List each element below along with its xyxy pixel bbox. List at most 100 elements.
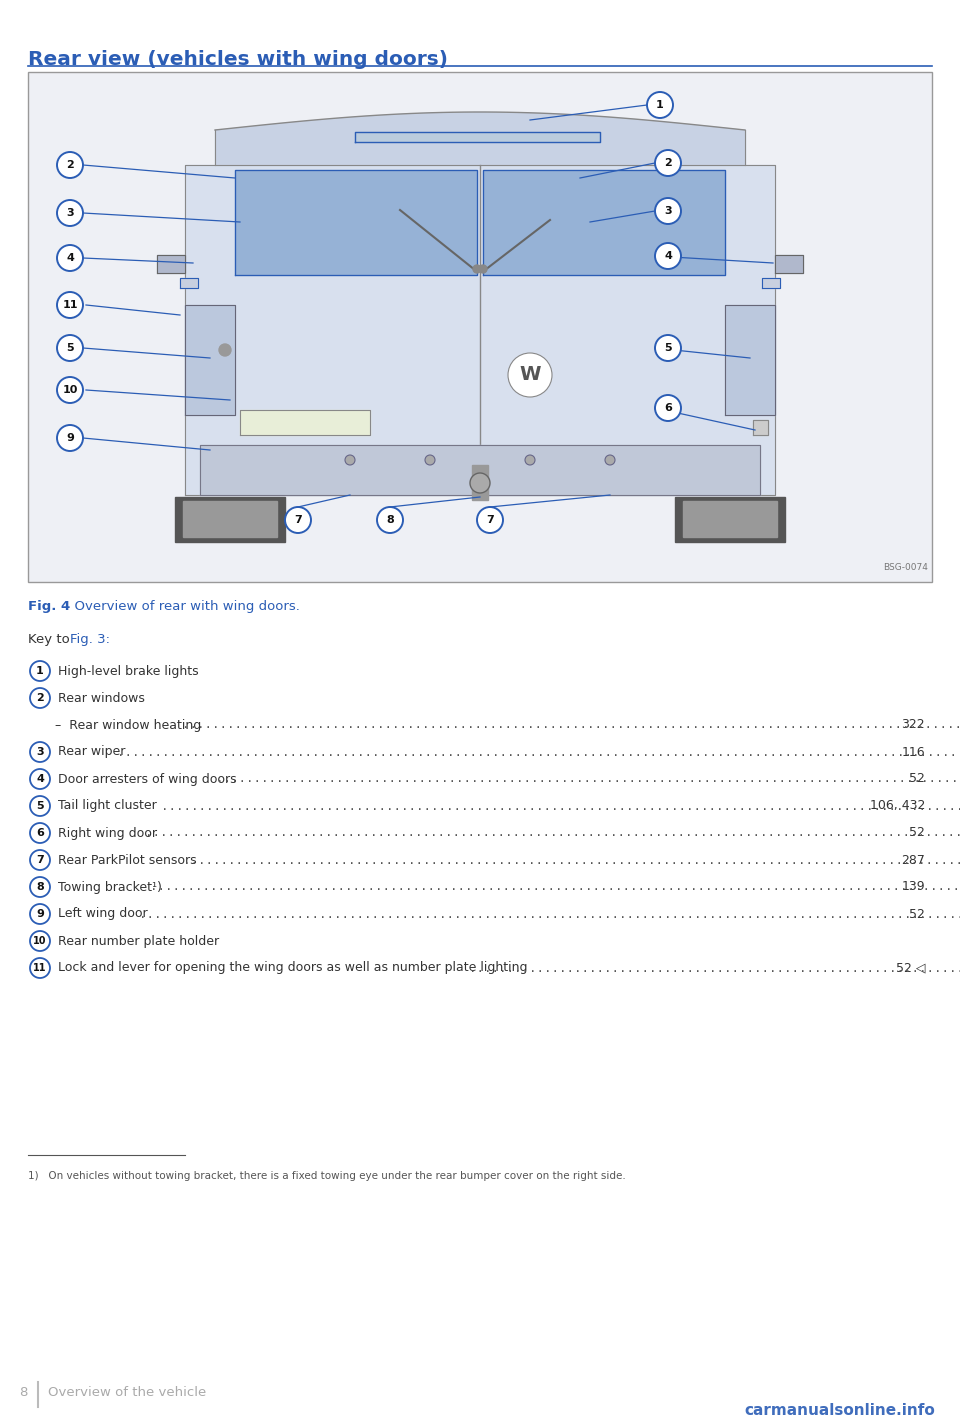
Text: Overview of rear with wing doors.: Overview of rear with wing doors. xyxy=(66,600,300,613)
Polygon shape xyxy=(215,130,745,166)
Text: Door arresters of wing doors: Door arresters of wing doors xyxy=(58,773,236,785)
Text: 116: 116 xyxy=(901,745,925,758)
Circle shape xyxy=(605,456,615,466)
Circle shape xyxy=(30,904,50,924)
Text: 6: 6 xyxy=(36,828,44,838)
Polygon shape xyxy=(775,256,803,273)
Circle shape xyxy=(30,850,50,870)
Text: 3: 3 xyxy=(36,747,44,757)
Text: ................................................................................: ........................................… xyxy=(139,908,960,921)
Text: 139: 139 xyxy=(901,881,925,894)
Text: 52: 52 xyxy=(909,827,925,840)
Text: Fig. 4: Fig. 4 xyxy=(28,600,70,613)
Polygon shape xyxy=(753,420,768,436)
Text: Key to: Key to xyxy=(28,633,74,645)
Text: 7: 7 xyxy=(486,516,493,526)
Text: 10: 10 xyxy=(62,386,78,396)
Polygon shape xyxy=(762,278,780,288)
Text: W: W xyxy=(519,366,540,384)
Text: 4: 4 xyxy=(66,253,74,263)
Text: 1: 1 xyxy=(656,100,664,110)
Polygon shape xyxy=(483,170,725,276)
Circle shape xyxy=(57,426,83,451)
Text: 6: 6 xyxy=(664,403,672,413)
Polygon shape xyxy=(683,501,777,537)
Text: ................................................................................: ........................................… xyxy=(145,827,960,840)
Text: 1)   On vehicles without towing bracket, there is a fixed towing eye under the r: 1) On vehicles without towing bracket, t… xyxy=(28,1171,626,1181)
Circle shape xyxy=(477,507,503,533)
Text: ................................................................................: ........................................… xyxy=(161,800,960,813)
Polygon shape xyxy=(185,166,775,496)
Text: 2: 2 xyxy=(36,693,44,703)
Text: 11: 11 xyxy=(62,300,78,310)
Polygon shape xyxy=(675,497,785,543)
Circle shape xyxy=(30,877,50,897)
Circle shape xyxy=(57,200,83,226)
Text: 287: 287 xyxy=(901,854,925,867)
Circle shape xyxy=(508,353,552,397)
Circle shape xyxy=(647,91,673,119)
Text: 106, 432: 106, 432 xyxy=(870,800,925,813)
Text: ................................................................................: ........................................… xyxy=(150,881,960,894)
Text: ................................................................................: ........................................… xyxy=(117,745,960,758)
Circle shape xyxy=(655,243,681,268)
Polygon shape xyxy=(235,170,477,276)
Circle shape xyxy=(219,344,231,356)
Text: 3: 3 xyxy=(664,206,672,216)
Circle shape xyxy=(655,336,681,361)
Polygon shape xyxy=(183,501,277,537)
Text: 322: 322 xyxy=(901,718,925,731)
Circle shape xyxy=(655,396,681,421)
Circle shape xyxy=(30,688,50,708)
Circle shape xyxy=(655,150,681,176)
Text: Rear windows: Rear windows xyxy=(58,691,145,704)
Circle shape xyxy=(57,151,83,178)
Text: 2: 2 xyxy=(664,159,672,169)
Text: 1: 1 xyxy=(36,665,44,675)
Circle shape xyxy=(30,931,50,951)
Circle shape xyxy=(377,507,403,533)
Text: 8: 8 xyxy=(19,1387,28,1399)
Text: 5: 5 xyxy=(36,801,44,811)
Text: 4: 4 xyxy=(664,251,672,261)
Text: 52 ◁: 52 ◁ xyxy=(896,961,925,974)
Text: 52: 52 xyxy=(909,908,925,921)
Text: 3: 3 xyxy=(66,208,74,218)
Circle shape xyxy=(345,456,355,466)
Text: 4: 4 xyxy=(36,774,44,784)
Text: Rear view (vehicles with wing doors): Rear view (vehicles with wing doors) xyxy=(28,50,448,69)
Text: ................................................................................: ........................................… xyxy=(182,718,960,731)
Text: BSG-0074: BSG-0074 xyxy=(883,563,928,573)
Circle shape xyxy=(30,795,50,815)
Text: 5: 5 xyxy=(664,343,672,353)
Circle shape xyxy=(285,507,311,533)
Text: Tail light cluster: Tail light cluster xyxy=(58,800,156,813)
Circle shape xyxy=(425,456,435,466)
Polygon shape xyxy=(180,278,198,288)
Circle shape xyxy=(30,743,50,763)
Polygon shape xyxy=(725,306,775,416)
Text: Left wing door: Left wing door xyxy=(58,908,148,921)
Text: 9: 9 xyxy=(36,910,44,920)
Text: carmanualsonline.info: carmanualsonline.info xyxy=(744,1402,935,1418)
Text: 52: 52 xyxy=(909,773,925,785)
Circle shape xyxy=(30,823,50,843)
Text: Lock and lever for opening the wing doors as well as number plate lighting: Lock and lever for opening the wing door… xyxy=(58,961,527,974)
Text: Overview of the vehicle: Overview of the vehicle xyxy=(48,1387,206,1399)
Text: ................................................................................: ........................................… xyxy=(216,773,960,785)
Text: 7: 7 xyxy=(36,855,44,865)
Circle shape xyxy=(57,246,83,271)
Circle shape xyxy=(525,456,535,466)
Circle shape xyxy=(57,291,83,318)
Text: 9: 9 xyxy=(66,433,74,443)
Text: ................................................................................: ........................................… xyxy=(469,961,960,974)
Polygon shape xyxy=(355,131,600,141)
Text: 5: 5 xyxy=(66,343,74,353)
Text: Fig. 3:: Fig. 3: xyxy=(70,633,110,645)
Text: ................................................................................: ........................................… xyxy=(183,854,960,867)
Circle shape xyxy=(655,198,681,224)
Polygon shape xyxy=(240,410,370,436)
Text: 8: 8 xyxy=(36,883,44,892)
Text: Rear ParkPilot sensors: Rear ParkPilot sensors xyxy=(58,854,197,867)
Text: 2: 2 xyxy=(66,160,74,170)
